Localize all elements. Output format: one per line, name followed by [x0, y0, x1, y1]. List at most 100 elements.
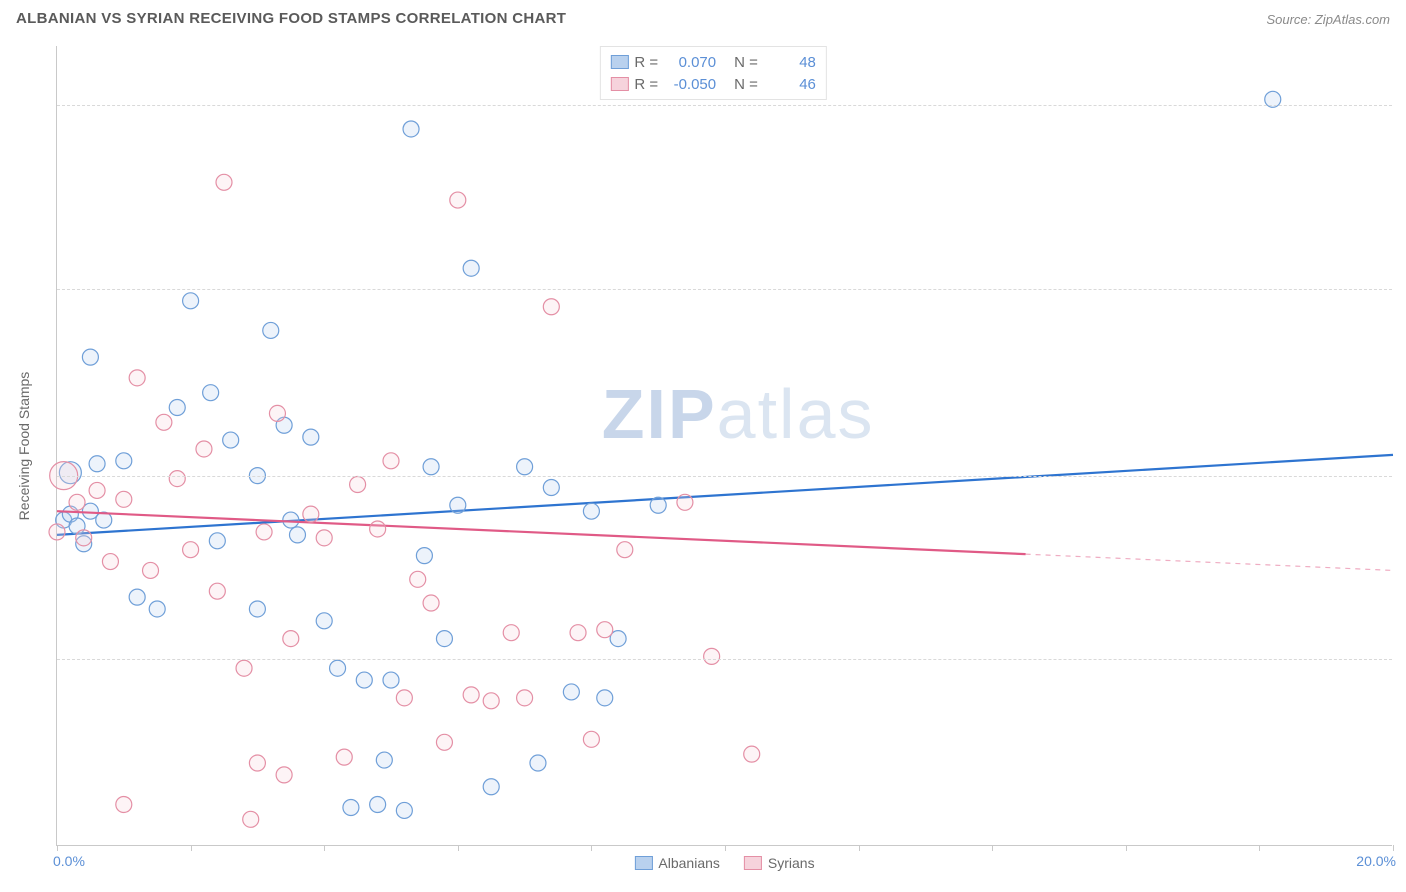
data-point-syrians	[269, 405, 285, 421]
data-point-albanians	[416, 548, 432, 564]
data-point-albanians	[129, 589, 145, 605]
data-point-syrians	[249, 755, 265, 771]
legend-item-albanians: Albanians	[634, 855, 720, 871]
r-label: R =	[634, 54, 658, 71]
data-point-albanians	[283, 512, 299, 528]
data-point-albanians	[203, 385, 219, 401]
data-point-albanians	[376, 752, 392, 768]
legend-label-syrians: Syrians	[768, 855, 815, 871]
data-point-syrians	[196, 441, 212, 457]
data-point-albanians	[330, 660, 346, 676]
data-point-syrians	[423, 595, 439, 611]
data-point-syrians	[583, 731, 599, 747]
data-point-syrians	[503, 625, 519, 641]
data-point-syrians	[704, 648, 720, 664]
legend-label-albanians: Albanians	[658, 855, 720, 871]
data-point-syrians	[276, 767, 292, 783]
n-value-syrians: 46	[764, 76, 816, 93]
data-point-syrians	[336, 749, 352, 765]
r-value-syrians: -0.050	[664, 76, 716, 93]
gridline	[57, 659, 1392, 660]
data-point-syrians	[129, 370, 145, 386]
data-point-albanians	[463, 260, 479, 276]
data-point-albanians	[403, 121, 419, 137]
data-point-albanians	[183, 293, 199, 309]
data-point-syrians	[89, 482, 105, 498]
chart-svg-layer	[57, 46, 1392, 845]
data-point-albanians	[263, 322, 279, 338]
x-tick	[324, 845, 325, 851]
data-point-albanians	[149, 601, 165, 617]
data-point-albanians	[583, 503, 599, 519]
data-point-syrians	[116, 491, 132, 507]
data-point-syrians	[543, 299, 559, 315]
data-point-syrians	[283, 631, 299, 647]
data-point-syrians	[450, 192, 466, 208]
data-point-albanians	[383, 672, 399, 688]
y-tick-label: 25.0%	[1396, 97, 1406, 113]
data-point-albanians	[543, 479, 559, 495]
y-tick-label: 12.5%	[1396, 468, 1406, 484]
x-tick	[191, 845, 192, 851]
legend-row-albanians: R = 0.070 N = 48	[610, 51, 816, 73]
data-point-albanians	[450, 497, 466, 513]
data-point-syrians	[156, 414, 172, 430]
data-point-albanians	[223, 432, 239, 448]
n-value-albanians: 48	[764, 54, 816, 71]
data-point-albanians	[483, 779, 499, 795]
x-axis-origin-label: 0.0%	[53, 853, 85, 869]
data-point-syrians	[303, 506, 319, 522]
gridline	[57, 105, 1392, 106]
data-point-syrians	[463, 687, 479, 703]
data-point-albanians	[370, 797, 386, 813]
data-point-syrians	[209, 583, 225, 599]
trend-line-syrians	[57, 511, 1026, 554]
data-point-syrians	[744, 746, 760, 762]
data-point-albanians	[563, 684, 579, 700]
swatch-albanians	[634, 856, 652, 870]
x-tick	[591, 845, 592, 851]
x-tick	[859, 845, 860, 851]
x-axis-max-label: 20.0%	[1356, 853, 1396, 869]
data-point-albanians	[289, 527, 305, 543]
swatch-syrians	[610, 77, 628, 91]
data-point-syrians	[517, 690, 533, 706]
y-axis-label: Receiving Food Stamps	[16, 372, 32, 521]
data-point-albanians	[396, 802, 412, 818]
x-tick	[1393, 845, 1394, 851]
source-label: Source: ZipAtlas.com	[1266, 12, 1390, 27]
data-point-albanians	[343, 799, 359, 815]
data-point-syrians	[102, 554, 118, 570]
data-point-syrians	[256, 524, 272, 540]
data-point-syrians	[243, 811, 259, 827]
data-point-albanians	[209, 533, 225, 549]
data-point-albanians	[316, 613, 332, 629]
legend-row-syrians: R = -0.050 N = 46	[610, 73, 816, 95]
data-point-syrians	[677, 494, 693, 510]
x-tick	[458, 845, 459, 851]
data-point-syrians	[436, 734, 452, 750]
series-legend: Albanians Syrians	[634, 855, 814, 871]
r-label: R =	[634, 76, 658, 93]
data-point-albanians	[169, 399, 185, 415]
data-point-syrians	[316, 530, 332, 546]
data-point-syrians	[396, 690, 412, 706]
n-label: N =	[734, 76, 758, 93]
gridline	[57, 476, 1392, 477]
data-point-syrians	[570, 625, 586, 641]
x-tick	[725, 845, 726, 851]
correlation-legend: R = 0.070 N = 48 R = -0.050 N = 46	[599, 46, 827, 100]
n-label: N =	[734, 54, 758, 71]
data-point-albanians	[530, 755, 546, 771]
data-point-syrians	[483, 693, 499, 709]
data-point-syrians	[216, 174, 232, 190]
data-point-albanians	[436, 631, 452, 647]
x-tick	[992, 845, 993, 851]
data-point-albanians	[249, 601, 265, 617]
data-point-albanians	[356, 672, 372, 688]
trend-line-ext-syrians	[1026, 554, 1393, 570]
trend-line-albanians	[57, 455, 1393, 535]
legend-item-syrians: Syrians	[744, 855, 815, 871]
data-point-syrians	[383, 453, 399, 469]
data-point-albanians	[116, 453, 132, 469]
